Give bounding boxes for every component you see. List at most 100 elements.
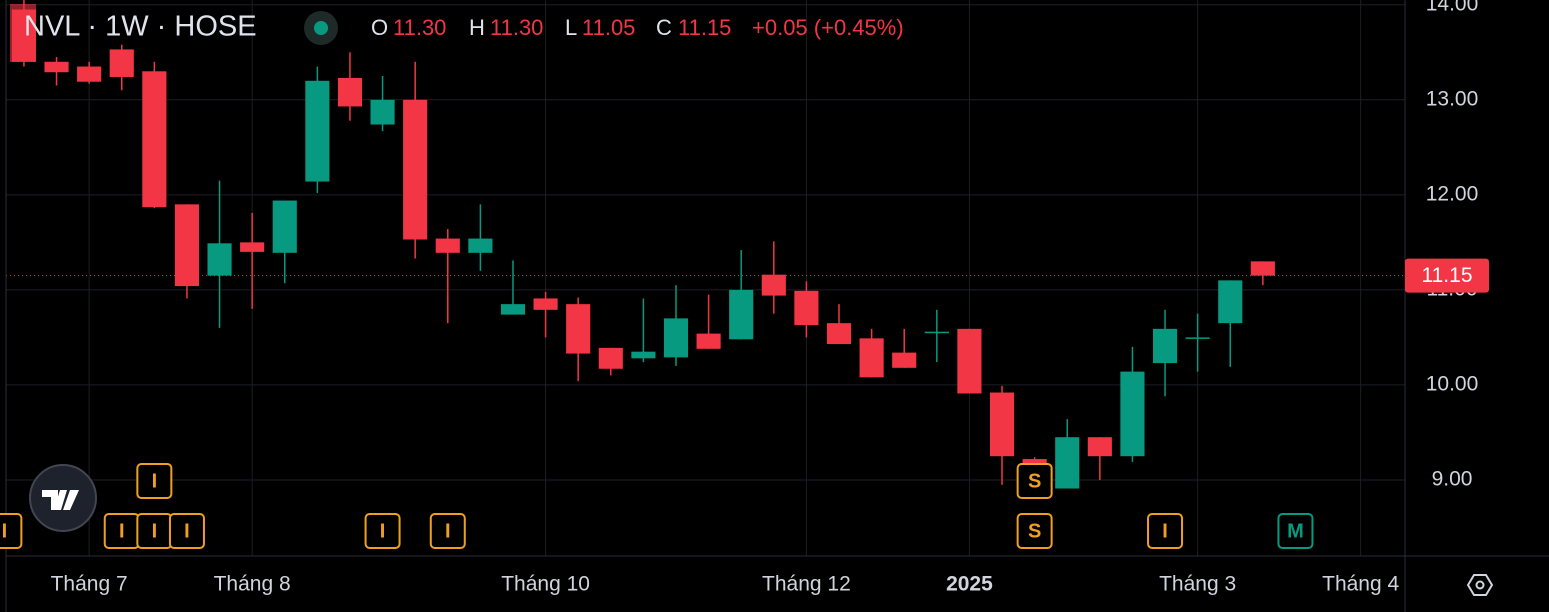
candle-body: [174, 204, 200, 287]
event-box: [0, 513, 23, 549]
events: I I I I I I I S S I M: [0, 463, 1314, 549]
candle-body: [272, 200, 297, 253]
event-marker[interactable]: S: [1016, 463, 1053, 499]
candle-body: [663, 318, 689, 358]
event-label: S: [1028, 470, 1041, 492]
candle-body: [305, 80, 330, 182]
event-marker[interactable]: I: [168, 513, 205, 549]
last-price-label: 11.15: [1422, 264, 1473, 287]
candle-body: [566, 304, 591, 354]
event-label: M: [1287, 520, 1304, 542]
candle-body: [500, 304, 526, 315]
event-marker[interactable]: M: [1277, 513, 1314, 549]
candle-body: [892, 352, 917, 368]
candle-body: [1250, 261, 1275, 276]
event-label: I: [119, 520, 125, 542]
x-tick-label: Tháng 12: [762, 573, 851, 596]
event-marker[interactable]: I: [136, 513, 173, 549]
event-label: I: [2, 520, 8, 542]
event-label: I: [184, 520, 190, 542]
status-dot: [314, 21, 328, 35]
event-marker[interactable]: I: [364, 513, 401, 549]
event-box: [1016, 463, 1053, 499]
y-tick-label: 12.00: [1426, 182, 1479, 205]
settings-icon[interactable]: [1466, 574, 1494, 596]
event-box: [429, 513, 466, 549]
candle-body: [1120, 371, 1145, 457]
x-tick-label: Tháng 4: [1322, 573, 1399, 596]
ohlc-key: H: [469, 15, 485, 40]
candle-body: [794, 290, 819, 326]
x-tick-label: Tháng 10: [501, 573, 590, 596]
candle-body: [337, 77, 363, 107]
event-marker[interactable]: I: [136, 463, 173, 499]
last-price-tag: [1405, 258, 1489, 293]
ohlc-key: C: [656, 15, 672, 40]
change: +0.05 (+0.45%): [752, 15, 904, 40]
event-marker[interactable]: S: [1016, 513, 1053, 549]
event-marker[interactable]: I: [103, 513, 140, 549]
candle-body: [44, 61, 69, 73]
x-axis: Tháng 7 Tháng 8 Tháng 10 Tháng 12 2025 Tháng …: [51, 573, 1400, 596]
settings-button[interactable]: [1466, 574, 1494, 596]
event-box: [136, 463, 173, 499]
candle-body: [142, 71, 167, 208]
candle-body: [598, 347, 623, 369]
event-label: I: [152, 520, 158, 542]
logo-button[interactable]: [29, 464, 97, 532]
ohlc-value: 11.30: [490, 15, 543, 40]
ohlc-value: 11.30: [393, 15, 446, 40]
candle-body: [631, 351, 656, 359]
candle-body: [207, 243, 232, 276]
x-tick-label: Tháng 8: [214, 573, 291, 596]
candle-body: [435, 238, 460, 253]
candle-body: [826, 323, 852, 345]
y-tick-label: 13.00: [1426, 87, 1479, 110]
y-tick-label: 14.00: [1426, 0, 1479, 15]
event-box: [364, 513, 401, 549]
header: NVL · 1W · HOSE O 11.30 H 11.30 L 11.05 …: [10, 4, 904, 62]
header-badge: [10, 4, 36, 62]
event-marker[interactable]: I: [1147, 513, 1184, 549]
x-tick-label: Tháng 7: [51, 573, 128, 596]
candle-body: [696, 333, 721, 349]
candle-body: [468, 238, 493, 253]
event-label: S: [1028, 520, 1041, 542]
event-label: I: [380, 520, 386, 542]
candle-body: [729, 289, 754, 340]
candle-body: [533, 298, 558, 310]
plot-area: [6, 0, 1405, 490]
event-marker[interactable]: I: [0, 513, 23, 549]
logo-mark: [42, 490, 79, 510]
event-box: [1147, 513, 1184, 549]
candle-body: [957, 328, 982, 394]
event-label: I: [152, 470, 158, 492]
event-box: [1277, 513, 1314, 549]
candle-body: [989, 392, 1015, 457]
ohlc-key: O: [371, 15, 388, 40]
candle-body: [1218, 280, 1243, 324]
candle-body: [109, 49, 134, 77]
ohlc-key: L: [565, 15, 577, 40]
candle-body: [761, 274, 786, 296]
candle-body: [1185, 337, 1210, 339]
candle-body: [1055, 437, 1080, 489]
grid: [6, 0, 1405, 556]
event-box: [168, 513, 205, 549]
x-tick-label: 2025: [946, 573, 993, 596]
candle-body: [403, 99, 428, 240]
event-box: [1016, 513, 1053, 549]
candle-body: [1152, 328, 1178, 364]
candle-body: [77, 66, 102, 82]
ohlc-value: 11.05: [582, 15, 635, 40]
candle-body: [1087, 437, 1112, 457]
x-tick-label: Tháng 3: [1159, 573, 1236, 596]
event-label: I: [445, 520, 451, 542]
event-marker[interactable]: I: [429, 513, 466, 549]
y-tick-label: 9.00: [1432, 468, 1473, 491]
settings-dot: [1475, 580, 1485, 590]
ohlc-value: 11.15: [678, 15, 731, 40]
